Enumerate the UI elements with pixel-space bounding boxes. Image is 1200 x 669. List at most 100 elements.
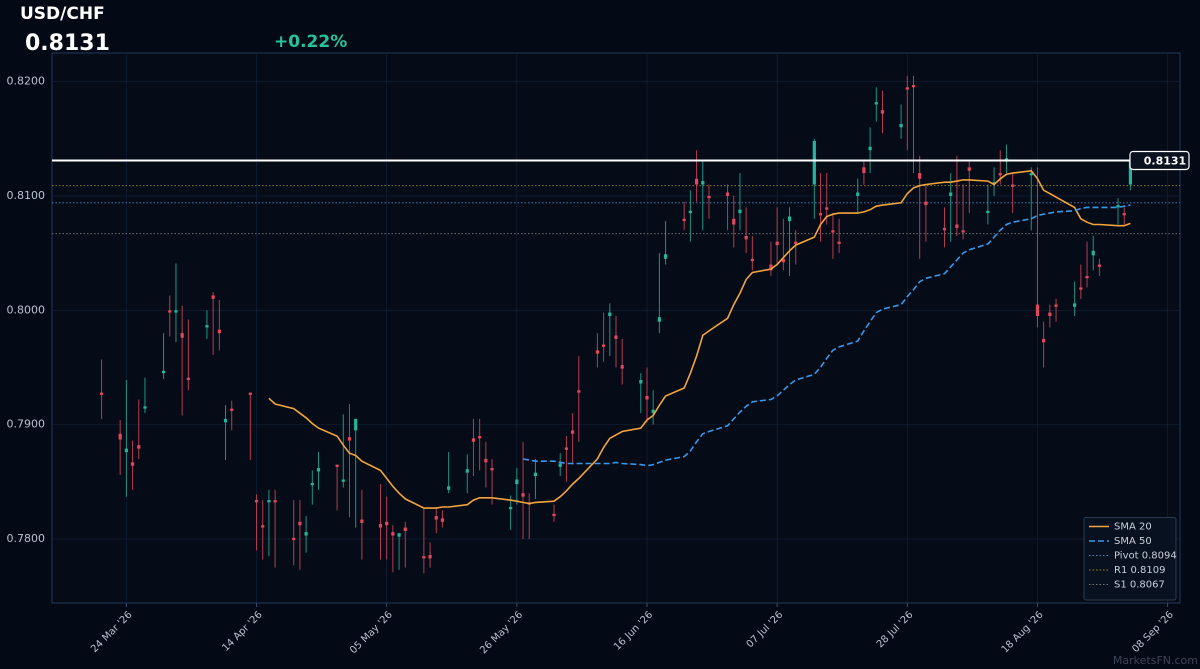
candle-body: [1029, 173, 1033, 176]
candle-body: [143, 406, 147, 409]
candle-body: [571, 430, 575, 434]
candle-body: [223, 418, 228, 423]
candle-body: [775, 241, 779, 246]
candle-body: [831, 230, 835, 233]
candle-body: [254, 500, 259, 503]
candle-body: [354, 418, 358, 431]
candle-body: [732, 218, 736, 225]
candle-body: [1073, 303, 1077, 307]
candle-body: [955, 224, 959, 228]
candle-body: [868, 146, 872, 151]
candle-body: [620, 365, 624, 369]
candle-body: [967, 167, 971, 171]
candle-body: [261, 525, 265, 528]
legend-label: Pivot 0.8094: [1114, 551, 1177, 562]
candle-body: [657, 317, 661, 322]
candle-body: [818, 213, 823, 216]
candle-body: [608, 312, 612, 316]
candle-body: [137, 445, 141, 449]
candle-body: [1085, 275, 1089, 279]
candle-body: [180, 333, 184, 338]
candle-body: [1079, 287, 1083, 290]
candle-body: [992, 182, 996, 185]
candle-body: [949, 192, 953, 196]
candle-body: [663, 254, 668, 259]
candle-body: [533, 472, 538, 477]
candle-body: [273, 500, 277, 503]
candle-body: [124, 448, 128, 453]
candle-body: [905, 87, 909, 90]
y-tick-label: 0.8200: [7, 75, 46, 88]
candle-body: [267, 500, 271, 503]
candle-body: [558, 463, 562, 467]
candle-body: [168, 310, 172, 313]
candle-body: [880, 110, 885, 114]
candle-body: [434, 516, 438, 520]
candle-body: [403, 527, 407, 531]
candle-body: [738, 209, 742, 214]
candle-body: [701, 181, 705, 185]
candle-body: [378, 524, 383, 528]
legend-label: SMA 50: [1114, 536, 1152, 547]
candle-body: [750, 258, 754, 262]
candle-body: [874, 102, 878, 105]
watermark: MarketsFN.com: [1113, 654, 1198, 667]
candle-body: [422, 556, 426, 559]
candle-body: [230, 408, 234, 411]
candle-body: [899, 123, 903, 128]
candle-body: [825, 207, 829, 210]
y-tick-label: 0.8100: [7, 189, 46, 202]
candle-body: [645, 396, 649, 400]
candle-body: [552, 513, 556, 517]
candle-body: [1042, 338, 1046, 343]
candle-body: [428, 554, 432, 559]
candle-body: [484, 458, 488, 463]
candle-body: [186, 377, 190, 381]
candle-body: [341, 479, 345, 482]
candle-body: [248, 392, 252, 395]
candle-body: [998, 173, 1002, 176]
candle-body: [447, 486, 451, 490]
candle-body: [1097, 264, 1102, 267]
price-tag-label: 0.8131: [1144, 154, 1186, 167]
candle-body: [1128, 160, 1133, 185]
price-tag: [1129, 150, 1190, 171]
candle-body: [298, 521, 302, 526]
y-tick-label: 0.8000: [7, 303, 46, 316]
sma-line: [522, 204, 1131, 467]
candle-body: [292, 537, 296, 541]
candle-body: [694, 178, 699, 185]
candle-body: [688, 210, 692, 214]
candle-body: [1054, 304, 1058, 307]
candle-body: [440, 518, 445, 522]
candle-body: [118, 433, 122, 440]
candle-body: [911, 85, 916, 88]
last-price: 0.8131: [25, 31, 110, 56]
legend-box: [1083, 517, 1177, 601]
candle-body: [515, 479, 519, 485]
candle-body: [360, 519, 364, 523]
candle-body: [812, 141, 816, 185]
candle-body: [602, 344, 606, 347]
candle-body: [205, 325, 209, 328]
candle-body: [856, 192, 860, 196]
candle-body: [794, 241, 798, 244]
candle-body: [682, 218, 686, 222]
candle-body: [862, 167, 866, 174]
candle-body: [787, 216, 792, 222]
candle-body: [217, 329, 221, 334]
candle-body: [725, 192, 730, 196]
candle-body: [769, 264, 773, 271]
candle-body: [614, 335, 618, 339]
candle-body: [1035, 304, 1040, 316]
candle-body: [316, 468, 321, 472]
candle-body: [521, 493, 525, 497]
candle-body: [595, 350, 600, 354]
candle-body: [391, 532, 395, 536]
candle-body: [961, 230, 965, 233]
candle-body: [397, 533, 401, 537]
candle-body: [310, 482, 314, 486]
candle-body: [837, 241, 841, 244]
